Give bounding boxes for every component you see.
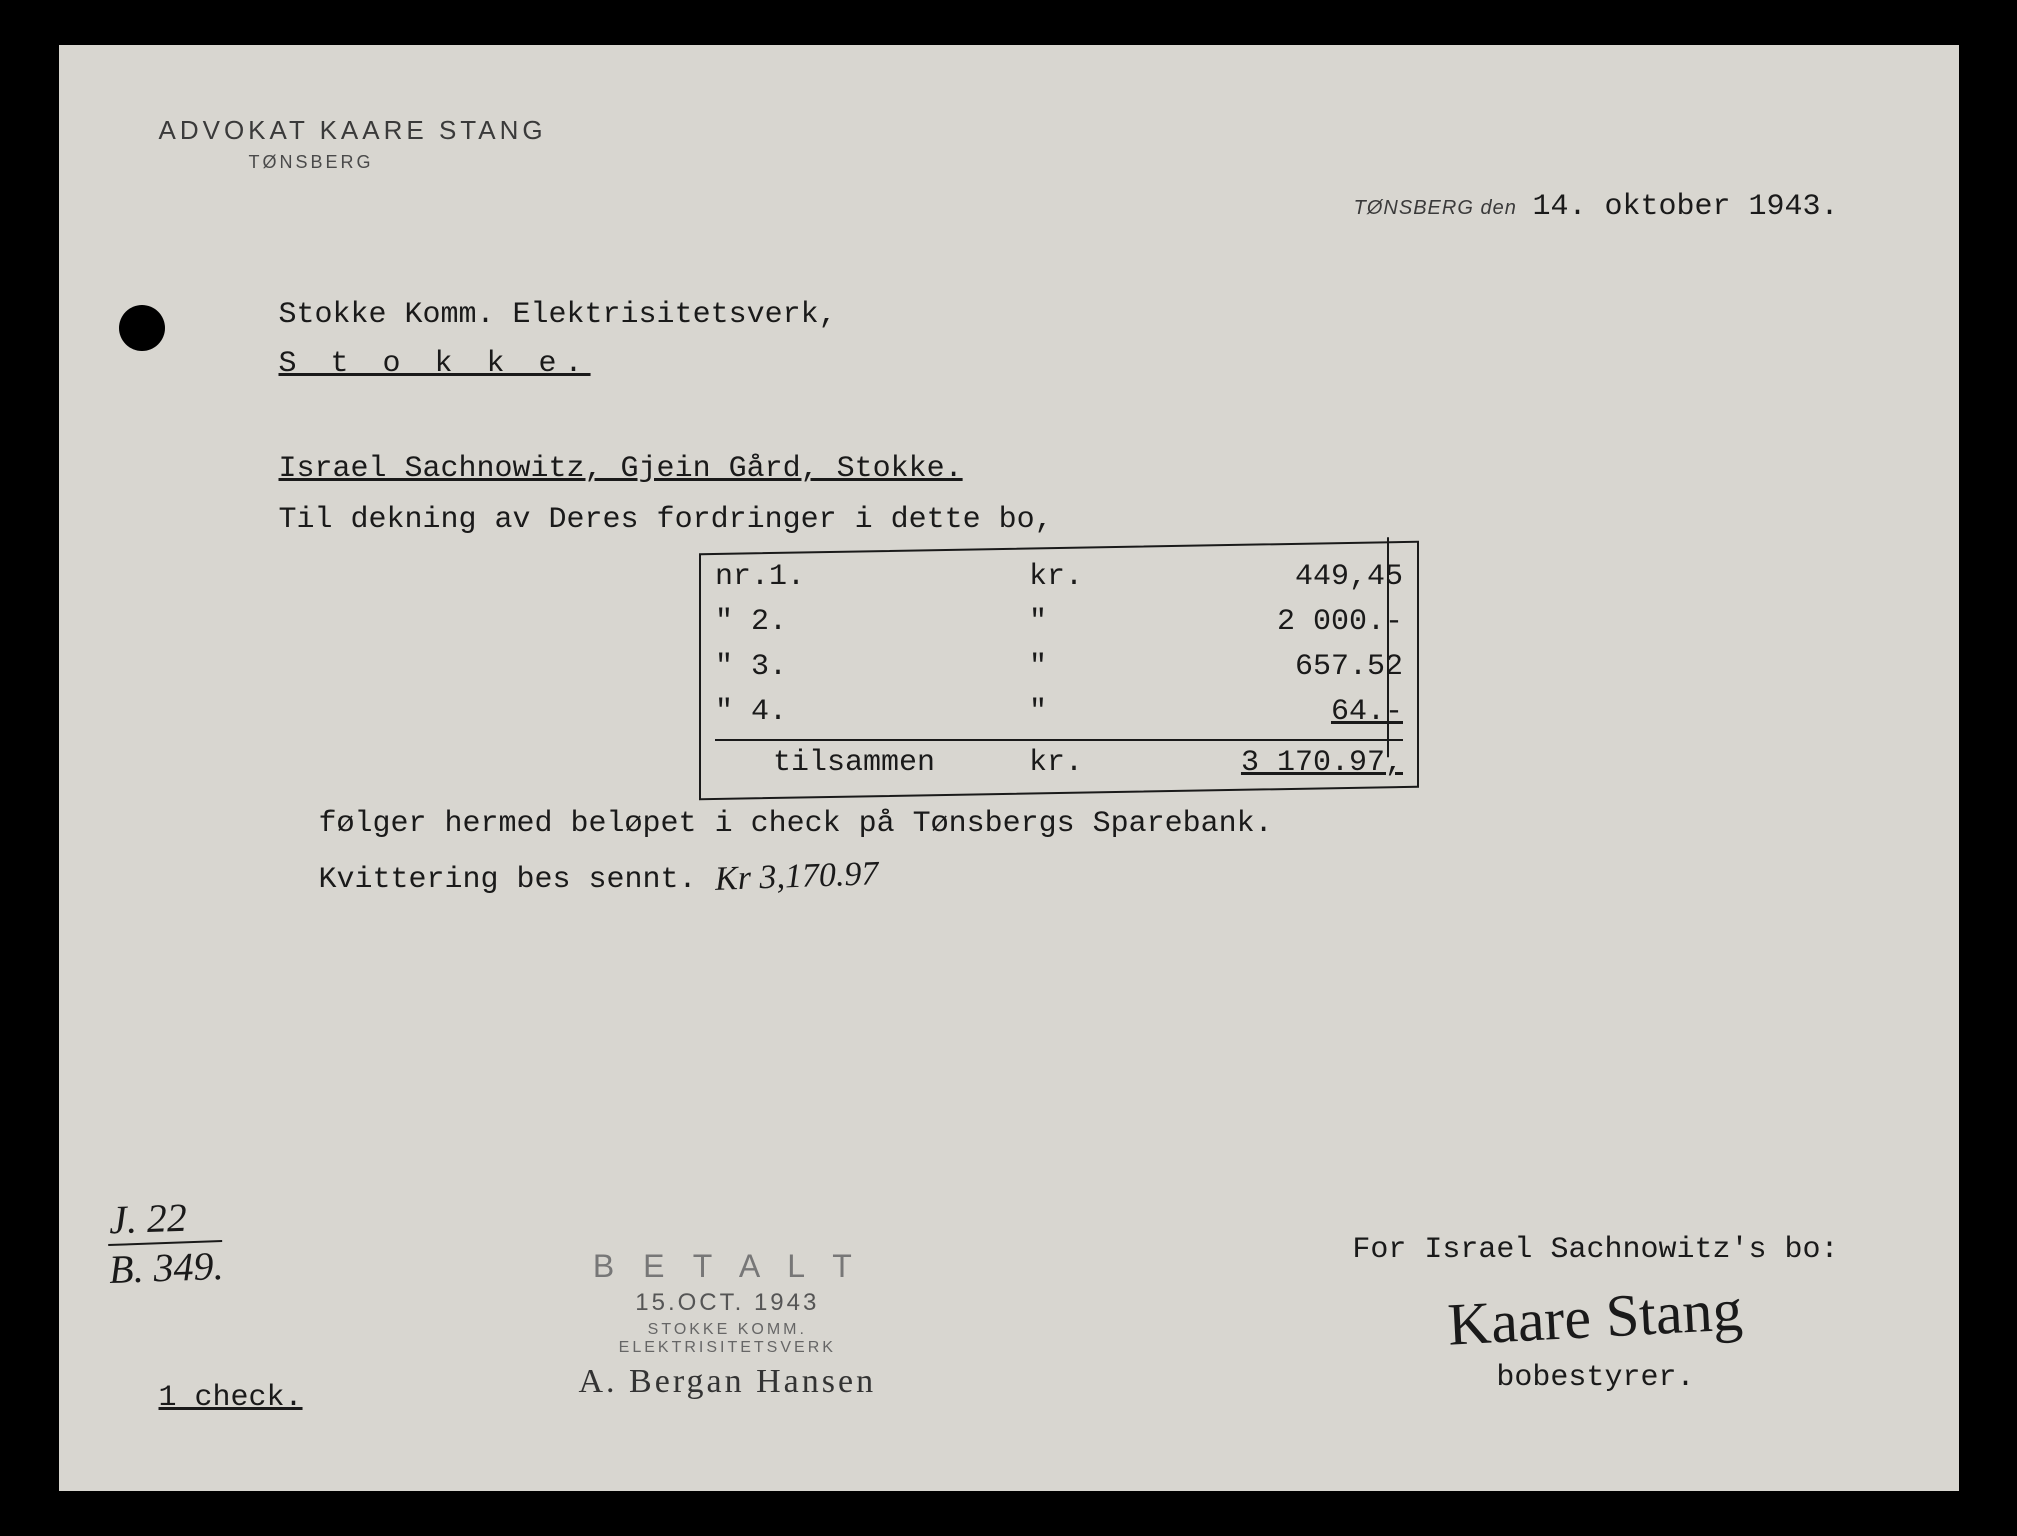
stamp-betalt: B E T A L T xyxy=(579,1248,877,1285)
letter-body: Stokke Komm. Elektrisitetsverk, S t o k … xyxy=(279,293,1859,903)
amount-label: " 2. xyxy=(715,600,935,645)
closing2-text: Kvittering bes sennt. xyxy=(319,863,697,897)
letterhead-name: ADVOKAT KAARE STANG xyxy=(159,115,1859,146)
amount-row-1: nr.1. kr. 449,45 xyxy=(715,555,1403,600)
stamp-org-1: STOKKE KOMM. xyxy=(579,1321,877,1339)
margin-note-2: B. 349. xyxy=(108,1240,224,1293)
paid-stamp: B E T A L T 15.OCT. 1943 STOKKE KOMM. EL… xyxy=(579,1248,877,1401)
date-line: TØNSBERG den 14. oktober 1943. xyxy=(1354,185,1839,230)
signature-sign: Kaare Stang xyxy=(1351,1271,1840,1365)
margin-note-1: J. 22 xyxy=(108,1194,187,1244)
date-prefix: TØNSBERG den xyxy=(1354,197,1517,219)
stamp-signature: A. Bergan Hansen xyxy=(579,1363,877,1401)
amount-currency: kr. xyxy=(1029,555,1109,600)
amount-row-4: " 4. " 64.- xyxy=(715,690,1403,735)
amount-label: nr.1. xyxy=(715,555,935,600)
total-label: tilsammen xyxy=(715,741,935,786)
handwritten-margin-note: J. 22 B. 349. xyxy=(109,1195,223,1291)
date-value: 14. oktober 1943. xyxy=(1532,190,1838,224)
addressee-line1: Stokke Komm. Elektrisitetsverk, xyxy=(279,293,1859,338)
amount-row-2: " 2. " 2 000.- xyxy=(715,600,1403,645)
amount-value: 657.52 xyxy=(1203,645,1403,690)
amount-currency: " xyxy=(1029,690,1109,735)
signature-block: For Israel Sachnowitz's bo: Kaare Stang … xyxy=(1352,1228,1838,1401)
document-page: ADVOKAT KAARE STANG TØNSBERG TØNSBERG de… xyxy=(59,45,1959,1492)
amount-value: 449,45 xyxy=(1203,555,1403,600)
punch-hole xyxy=(119,305,165,351)
total-value: 3 170.97, xyxy=(1203,741,1403,786)
amount-row-3: " 3. " 657.52 xyxy=(715,645,1403,690)
closing-line-2: Kvittering bes sennt. Kr 3,170.97 xyxy=(319,851,1859,903)
handwritten-amount: Kr 3,170.97 xyxy=(714,848,879,905)
amount-table: nr.1. kr. 449,45 " 2. " 2 000.- " 3. " 6… xyxy=(699,540,1419,800)
amount-value: 2 000.- xyxy=(1203,600,1403,645)
amount-value: 64.- xyxy=(1203,690,1403,735)
addressee-line2: S t o k k e. xyxy=(279,342,1859,387)
subject-line: Israel Sachnowitz, Gjein Gård, Stokke. xyxy=(279,447,1859,492)
enclosure-note: 1 check. xyxy=(159,1376,303,1421)
closing-line-1: følger hermed beløpet i check på Tønsber… xyxy=(319,802,1859,847)
stamp-date: 15.OCT. 1943 xyxy=(579,1289,877,1317)
amount-label: " 4. xyxy=(715,690,935,735)
signature-title: bobestyrer. xyxy=(1352,1356,1838,1401)
stamp-org-2: ELEKTRISITETSVERK xyxy=(579,1339,877,1357)
amount-currency: " xyxy=(1029,645,1109,690)
amount-label: " 3. xyxy=(715,645,935,690)
letterhead-city: TØNSBERG xyxy=(249,152,1859,173)
letterhead: ADVOKAT KAARE STANG TØNSBERG xyxy=(159,115,1859,173)
amount-total-row: tilsammen kr. 3 170.97, xyxy=(715,739,1403,786)
signature-for-line: For Israel Sachnowitz's bo: xyxy=(1352,1228,1838,1273)
intro-line: Til dekning av Deres fordringer i dette … xyxy=(279,498,1859,543)
amount-currency: " xyxy=(1029,600,1109,645)
total-currency: kr. xyxy=(1029,741,1109,786)
